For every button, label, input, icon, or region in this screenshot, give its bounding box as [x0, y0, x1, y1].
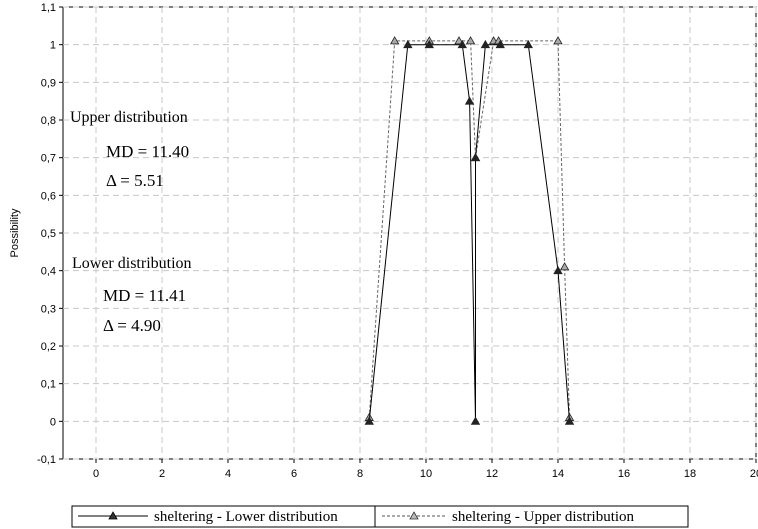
x-tick-label: 18	[684, 468, 696, 480]
legend-item-lower: sheltering - Lower distribution	[78, 509, 338, 525]
annotation-upper-md: MD = 11.40	[106, 142, 189, 161]
data-point	[470, 416, 481, 425]
x-tick-label: 12	[486, 468, 498, 480]
y-tick-label: 0	[50, 416, 56, 428]
y-tick-label: 1	[50, 40, 56, 52]
annotation-upper-delta: Δ = 5.51	[106, 171, 164, 190]
data-point	[465, 36, 476, 45]
data-point	[564, 416, 575, 425]
series	[364, 36, 575, 425]
legend-label-lower: sheltering - Lower distribution	[154, 509, 338, 525]
data-point	[364, 416, 374, 425]
data-point	[464, 96, 475, 105]
data-point	[559, 262, 570, 271]
legend-marker-upper	[409, 511, 419, 520]
annotation-upper-title: Upper distribution	[70, 109, 188, 126]
data-point	[495, 39, 505, 49]
y-tick-label: 0,1	[41, 379, 56, 391]
x-tick-label: 14	[552, 468, 564, 480]
grid	[63, 6, 757, 460]
x-tick-label: 2	[159, 468, 165, 480]
legend-marker-lower	[108, 511, 118, 520]
x-tick-label: 0	[93, 468, 99, 480]
annotation-lower-title: Lower distribution	[72, 255, 192, 272]
x-tick-label: 20	[750, 468, 758, 480]
y-tick-label: 0,8	[41, 115, 56, 127]
y-tick-label: 0,7	[41, 153, 56, 165]
data-point	[470, 152, 481, 162]
y-axis: -0,1 0 0,1 0,2 0,3 0,4 0,5 0,6 0,7 0,8 0,9 1 1,1	[37, 2, 63, 466]
y-tick-label: 0,9	[41, 77, 56, 89]
legend-item-upper: sheltering - Upper distribution	[382, 509, 635, 525]
data-point	[389, 36, 400, 45]
series-lower	[364, 39, 575, 425]
annotation-lower-md: MD = 11.41	[103, 286, 186, 305]
data-point	[553, 36, 563, 45]
y-tick-label: 0,6	[41, 190, 56, 202]
y-tick-label: 1,1	[41, 2, 56, 14]
legend-box	[71, 505, 689, 528]
y-tick-label: -0,1	[37, 454, 56, 466]
y-tick-label: 0,5	[41, 228, 56, 240]
data-point	[457, 39, 467, 49]
annotation-lower-delta: Δ = 4.90	[103, 316, 161, 335]
y-axis-label: Possibility	[9, 208, 21, 257]
y-tick-label: 0,4	[41, 266, 56, 278]
data-point	[403, 39, 413, 49]
y-tick-label: 0,2	[41, 341, 56, 353]
data-point	[523, 39, 533, 49]
x-tick-label: 16	[618, 468, 630, 480]
y-tick-label: 0,3	[41, 303, 56, 315]
x-tick-label: 4	[225, 468, 231, 480]
line-lower	[368, 44, 570, 422]
x-axis: 0 2 4 6 8 10 12 14 16 18 20	[93, 459, 758, 480]
x-tick-label: 8	[357, 468, 363, 480]
data-point	[553, 265, 563, 275]
data-point	[424, 39, 434, 49]
legend: sheltering - Lower distribution shelteri…	[71, 505, 689, 528]
x-tick-label: 10	[420, 468, 432, 480]
x-tick-label: 6	[291, 468, 297, 480]
data-point	[480, 39, 491, 49]
legend-label-upper: sheltering - Upper distribution	[452, 509, 635, 525]
